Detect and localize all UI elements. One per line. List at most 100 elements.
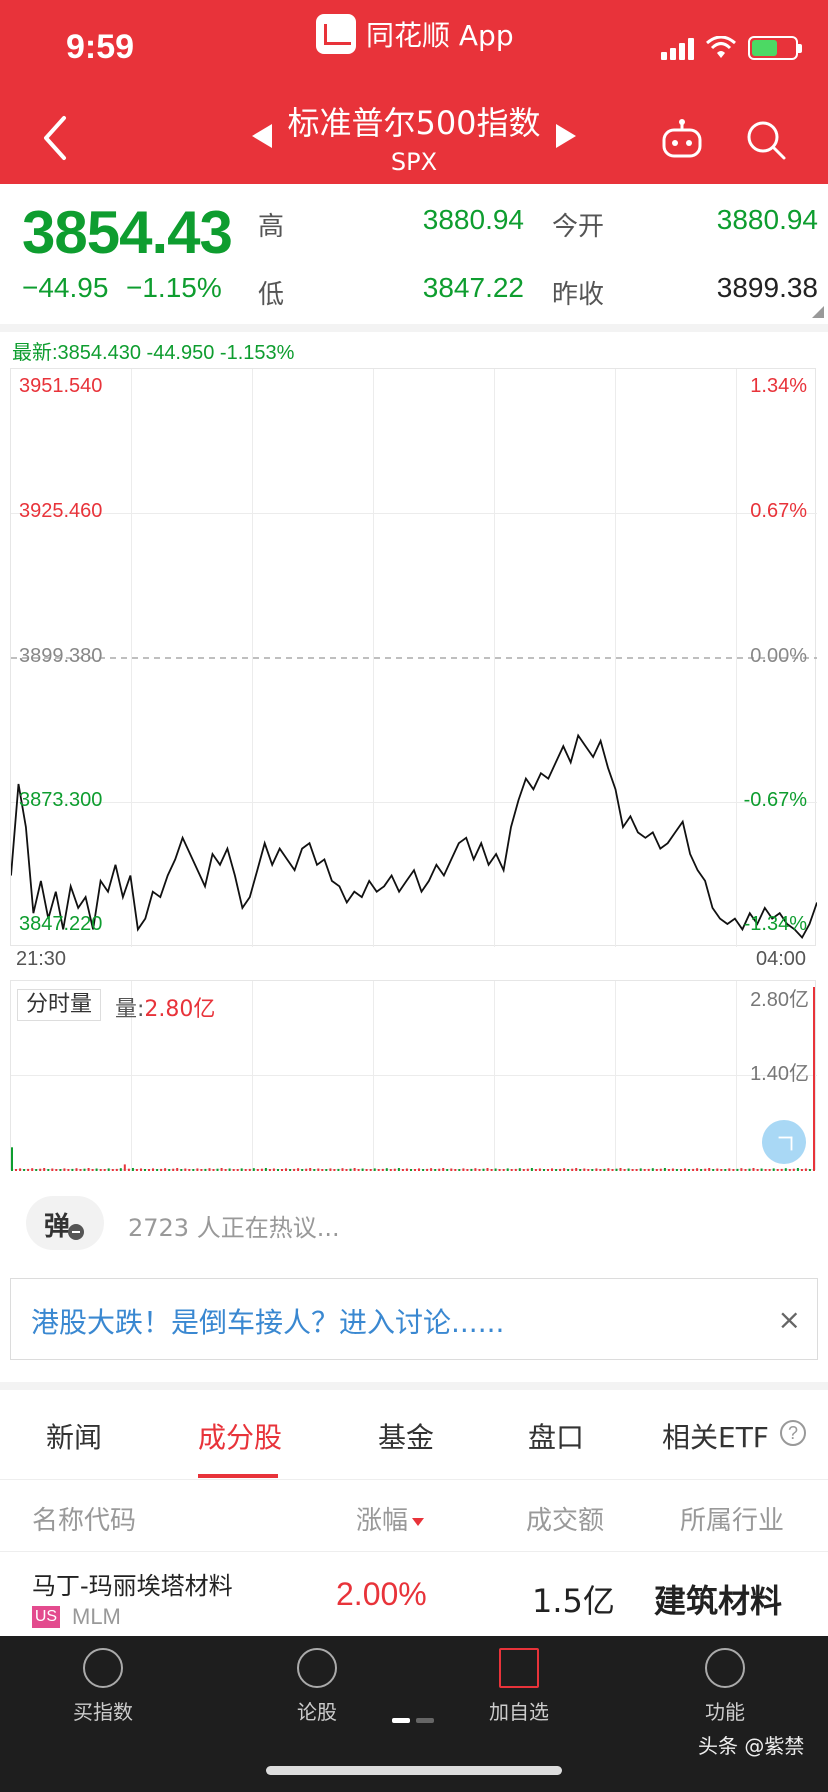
volume-bar <box>341 1168 344 1171</box>
back-arrow-icon[interactable] <box>36 112 76 164</box>
column-header-name[interactable]: 名称代码 <box>32 1506 137 1536</box>
volume-bar <box>551 1168 553 1171</box>
volume-bar <box>75 1168 78 1171</box>
home-indicator[interactable] <box>266 1766 562 1775</box>
volume-bar <box>603 1168 606 1171</box>
volume-bar <box>635 1169 638 1171</box>
nav-functions[interactable]: 功能 <box>660 1648 790 1725</box>
volume-bar <box>430 1168 433 1171</box>
volume-bar <box>301 1169 304 1171</box>
volume-bar <box>200 1169 203 1171</box>
volume-bar <box>329 1168 332 1171</box>
volume-bar <box>808 1169 811 1171</box>
tab-order-book[interactable]: 盘口 <box>528 1421 585 1454</box>
next-index-arrow[interactable] <box>556 124 576 148</box>
volume-bar <box>297 1168 300 1171</box>
volume-bar <box>313 1169 316 1171</box>
page-indicator <box>392 1718 434 1723</box>
volume-bar <box>47 1169 50 1171</box>
volume-bar <box>83 1168 86 1171</box>
volume-bar <box>716 1168 719 1171</box>
volume-bar <box>764 1169 767 1171</box>
volume-bar <box>752 1168 755 1171</box>
volume-bar <box>740 1168 743 1171</box>
discussion-count[interactable]: 2723 人正在热议... <box>128 1214 340 1242</box>
volume-bar <box>27 1168 30 1171</box>
tab-news[interactable]: 新闻 <box>46 1421 103 1454</box>
volume-bar <box>418 1168 420 1171</box>
intraday-chart[interactable]: 3951.540 3925.460 3899.380 3873.300 3847… <box>10 368 817 947</box>
table-row[interactable]: 马丁-玛丽埃塔材料 US MLM 2.00% 1.5亿 建筑材料 <box>0 1552 828 1640</box>
volume-bar <box>756 1169 759 1171</box>
volume-bar <box>321 1169 324 1171</box>
column-header-change[interactable]: 涨幅 <box>356 1500 425 1537</box>
open-value: 3880.94 <box>716 204 818 235</box>
volume-bar <box>204 1168 207 1171</box>
volume-bar <box>103 1169 106 1171</box>
volume-bar <box>236 1169 239 1171</box>
minus-icon <box>68 1224 84 1240</box>
volume-bar <box>804 1168 807 1171</box>
volume-bar <box>788 1169 791 1171</box>
tab-funds[interactable]: 基金 <box>378 1421 435 1454</box>
column-header-amount[interactable]: 成交额 <box>526 1506 605 1536</box>
stock-amount: 1.5亿 <box>532 1582 615 1620</box>
volume-bar <box>680 1169 682 1171</box>
nav-discuss[interactable]: 论股 <box>252 1648 382 1725</box>
danmu-toggle-button[interactable]: 弹 <box>26 1196 104 1250</box>
volume-bar <box>438 1168 441 1171</box>
prev-index-arrow[interactable] <box>252 124 272 148</box>
price-change: −44.95 <box>22 272 109 303</box>
volume-bar <box>240 1168 243 1171</box>
table-header: 名称代码 涨幅 成交额 所属行业 <box>0 1480 828 1552</box>
volume-bar <box>220 1168 223 1171</box>
fullscreen-expand-icon[interactable] <box>762 1120 806 1164</box>
volume-bar <box>119 1168 122 1171</box>
volume-bar <box>583 1168 586 1171</box>
expand-corner-icon[interactable] <box>812 306 824 318</box>
nav-add-watchlist[interactable]: 加自选 <box>454 1648 584 1725</box>
nav-buy-index[interactable]: 买指数 <box>38 1648 168 1725</box>
volume-bar <box>228 1168 231 1171</box>
volume-bar <box>538 1168 541 1171</box>
volume-type-tab[interactable]: 分时量 <box>17 989 102 1021</box>
volume-chart[interactable]: 分时量 量:2.80亿 2.80亿 1.40亿 <box>10 980 817 1171</box>
volume-bar <box>196 1168 199 1171</box>
volume-bar <box>792 1168 795 1171</box>
volume-bar <box>543 1169 545 1171</box>
volume-bar <box>410 1169 412 1171</box>
index-title: 标准普尔500指数 <box>287 104 541 142</box>
volume-bar <box>615 1168 618 1171</box>
close-icon[interactable]: × <box>777 1303 801 1336</box>
prev-close-value: 3899.38 <box>716 272 818 303</box>
volume-bar <box>466 1169 469 1171</box>
volume-bar <box>643 1169 646 1171</box>
tab-related-etf[interactable]: 相关ETF <box>662 1421 769 1454</box>
search-icon[interactable] <box>744 118 788 162</box>
y-axis-label-left: 3899.380 <box>19 645 103 667</box>
volume-bar <box>180 1169 183 1171</box>
volume-bar <box>623 1169 626 1171</box>
volume-bar <box>317 1168 320 1171</box>
y-axis-label-left: 3847.220 <box>19 913 103 935</box>
volume-bar <box>776 1169 779 1171</box>
volume-bar <box>462 1168 465 1171</box>
volume-bar <box>414 1169 416 1171</box>
volume-bar <box>490 1169 493 1171</box>
volume-bar <box>172 1168 175 1171</box>
discussion-banner[interactable]: 港股大跌！是倒车接人？进入讨论...... × <box>10 1278 818 1360</box>
tab-constituents[interactable]: 成分股 <box>198 1421 283 1454</box>
volume-bar <box>168 1169 171 1171</box>
volume-bar <box>216 1168 219 1171</box>
volume-bar <box>446 1169 449 1171</box>
robot-assistant-icon[interactable] <box>660 118 704 162</box>
volume-bar <box>422 1169 425 1171</box>
column-header-industry[interactable]: 所属行业 <box>680 1506 785 1536</box>
volume-bar <box>772 1168 775 1171</box>
volume-bar <box>748 1168 751 1171</box>
time-start-label: 21:30 <box>16 948 67 970</box>
help-icon[interactable]: ? <box>780 1420 806 1446</box>
volume-bar <box>651 1168 654 1171</box>
source-app-indicator[interactable]: 同花顺 App <box>316 14 514 54</box>
banner-text[interactable]: 港股大跌！是倒车接人？进入讨论...... <box>31 1306 505 1339</box>
